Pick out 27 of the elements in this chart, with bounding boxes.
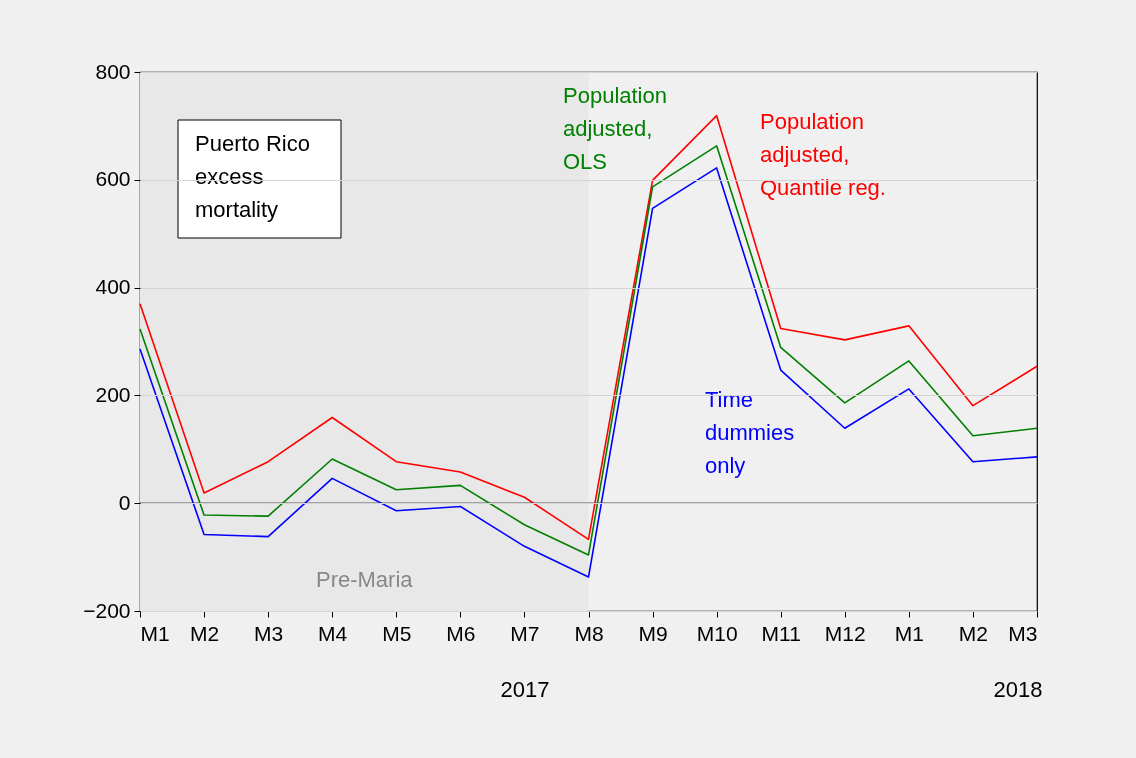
series-label: Population adjusted, Quantile reg.: [760, 109, 886, 200]
x-tick-label: M12: [824, 621, 866, 645]
x-tick-label: M10: [696, 621, 738, 645]
y-tick-label: −200: [83, 598, 131, 622]
y-tick-label: 600: [95, 167, 131, 191]
x-tick-label: M8: [574, 621, 604, 645]
text: 2018: [993, 677, 1043, 702]
x-tick-label: M3: [1008, 621, 1038, 645]
x-tick-label: M5: [382, 621, 412, 645]
x-tick-label: M1: [894, 621, 924, 645]
y-tick-label: 200: [95, 382, 131, 406]
x-tick-label: M9: [638, 621, 668, 645]
x-tick-label: M1: [140, 621, 170, 645]
x-tick-label: M2: [189, 621, 220, 645]
y-tick-label: 400: [95, 275, 131, 299]
x-tick-label: M3: [254, 621, 284, 645]
y-tick-label: 800: [95, 59, 131, 83]
x-tick-label: M6: [446, 621, 476, 645]
band-label: Pre-Maria: [315, 567, 414, 592]
x-tick-label: M7: [510, 621, 540, 645]
series-label: Population adjusted, OLS: [563, 83, 667, 174]
y-tick-label: 0: [118, 490, 131, 514]
annotation: Puerto Rico excess mortality: [195, 131, 310, 222]
x-tick-label: M4: [318, 621, 348, 645]
x-tick-label: M11: [761, 621, 801, 645]
x-tick-label: M2: [958, 621, 989, 645]
text: 2017: [500, 677, 550, 702]
